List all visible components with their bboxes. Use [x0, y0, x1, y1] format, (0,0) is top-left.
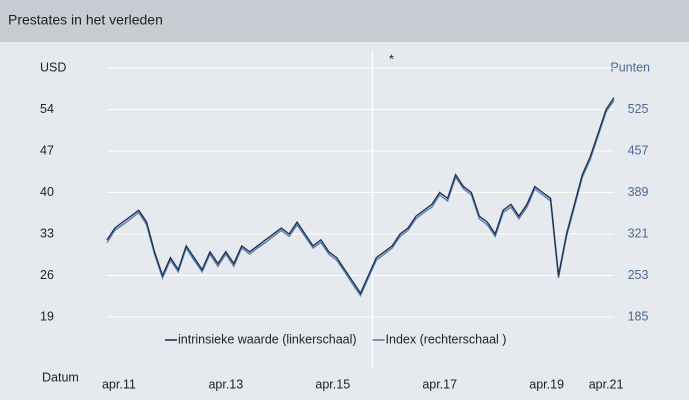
y-axis-label: USD [40, 60, 66, 74]
y2-tick-label: 525 [628, 102, 649, 116]
series-line [106, 99, 615, 298]
legend-label: Index (rechterschaal ) [386, 332, 507, 346]
y-tick-label: 33 [40, 226, 54, 240]
y2-tick-label: 253 [628, 268, 649, 282]
x-axis-label: Datum [42, 370, 79, 384]
y-tick-label: 47 [40, 143, 54, 157]
x-tick-label: apr.17 [422, 377, 457, 391]
chart-title: Prestates in het verleden [8, 12, 163, 28]
y2-tick-label: 389 [628, 185, 649, 199]
y-tick-label: 19 [40, 309, 54, 323]
y2-tick-label: 321 [628, 226, 649, 240]
x-tick-label: apr.11 [102, 377, 136, 391]
x-tick-label: apr.21 [589, 377, 624, 391]
y-tick-label: 40 [40, 185, 54, 199]
x-tick-label: apr.19 [529, 377, 564, 391]
y-tick-label: 54 [40, 102, 54, 116]
y2-axis-label: Punten [610, 60, 650, 74]
x-tick-label: apr.13 [208, 377, 243, 391]
y-tick-label: 26 [40, 268, 54, 282]
legend-label: intrinsieke waarde (linkerschaal) [178, 332, 357, 346]
header [0, 0, 689, 42]
y2-tick-label: 185 [628, 309, 649, 323]
annotation: * [389, 52, 394, 66]
y2-tick-label: 457 [628, 143, 649, 157]
series-line [106, 97, 615, 295]
x-tick-label: apr.15 [315, 377, 350, 391]
